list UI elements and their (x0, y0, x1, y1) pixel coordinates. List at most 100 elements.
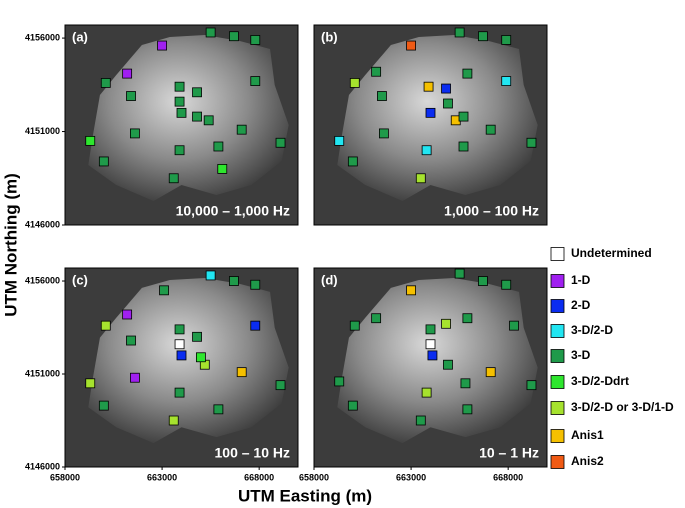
y-tick-label: 4156000 (25, 32, 60, 42)
station-marker (100, 320, 111, 331)
relief-island (88, 35, 289, 201)
station-marker (229, 276, 239, 286)
legend: Undetermined 1-D 2-D 3-D/2-D 3-D 3-D/2-Ddrt 3-… (550, 246, 674, 469)
station-marker (423, 81, 434, 92)
station-marker (460, 378, 471, 389)
station-marker (478, 31, 488, 42)
station-marker (462, 68, 473, 79)
legend-swatch (550, 299, 565, 313)
station-marker (425, 324, 436, 335)
legend-swatch (550, 375, 565, 389)
station-marker (159, 285, 169, 296)
frequency-band: 10,000 – 1,000 Hz (176, 203, 290, 219)
x-tick-label: 663000 (396, 472, 426, 482)
station-marker (421, 387, 432, 398)
station-marker (406, 285, 416, 296)
y-tick-label: 4146000 (25, 461, 60, 471)
station-marker (176, 350, 187, 361)
legend-swatch (550, 274, 565, 288)
legend-label: 1-D (571, 273, 591, 287)
x-tick-label: 668000 (493, 472, 523, 482)
station-marker (203, 115, 214, 126)
station-marker (122, 309, 133, 320)
station-marker (485, 124, 496, 135)
relief-island (337, 35, 538, 201)
station-marker (526, 137, 537, 148)
station-marker (349, 320, 360, 331)
station-marker (192, 87, 202, 98)
station-marker (501, 76, 512, 86)
station-marker (85, 135, 96, 146)
legend-swatch (550, 324, 565, 338)
station-marker (334, 376, 345, 387)
legend-label: 3-D/2-D (571, 323, 613, 337)
panel-label: (c) (72, 272, 88, 287)
station-marker (174, 339, 185, 350)
station-marker (168, 415, 179, 426)
station-marker (347, 400, 358, 411)
legend-swatch (550, 429, 565, 443)
station-marker (415, 415, 426, 426)
x-tick-label: 658000 (299, 472, 329, 482)
station-marker (275, 380, 286, 391)
frequency-band: 1,000 – 100 Hz (444, 203, 539, 219)
legend-swatch (550, 247, 565, 261)
legend-label: 2-D (571, 298, 591, 312)
station-marker (275, 137, 286, 148)
station-marker (168, 173, 179, 184)
station-marker (454, 27, 465, 38)
station-marker (250, 279, 261, 290)
station-marker (415, 173, 426, 184)
station-marker (454, 268, 465, 279)
station-marker (427, 350, 438, 361)
station-marker (122, 68, 133, 79)
panel-frame (64, 267, 299, 468)
station-marker (174, 324, 185, 335)
station-marker (250, 76, 261, 86)
station-marker (236, 124, 247, 135)
station-marker (176, 107, 187, 118)
y-tick-label: 4156000 (25, 275, 60, 285)
station-marker (441, 83, 451, 94)
station-marker (213, 404, 224, 415)
station-marker (250, 35, 261, 45)
x-tick-label: 663000 (147, 472, 177, 482)
station-marker (371, 313, 382, 324)
station-marker (205, 27, 216, 38)
legend-label: Undetermined (571, 246, 652, 260)
station-marker (174, 145, 185, 156)
station-marker (213, 141, 224, 152)
station-marker (462, 404, 473, 415)
station-marker (458, 111, 469, 122)
station-marker (157, 40, 167, 51)
legend-swatch (550, 349, 565, 363)
station-marker (126, 335, 136, 346)
panel: (a) 10,000 – 1,000 Hz 4146000 4151000 415600… (25, 24, 299, 229)
station-marker (478, 276, 488, 286)
y-axis-title: UTM Northing (m) (1, 173, 20, 317)
station-marker (229, 31, 239, 42)
legend-swatch (550, 455, 565, 469)
panel-frame (64, 24, 299, 226)
station-marker (458, 141, 469, 152)
station-marker (371, 66, 382, 77)
station-marker (349, 78, 360, 88)
station-marker (425, 339, 436, 350)
station-marker (129, 128, 140, 139)
station-marker (98, 400, 109, 411)
panel: (b) 1,000 – 100 Hz (313, 24, 548, 226)
station-marker (443, 98, 453, 109)
station-marker (425, 107, 436, 118)
panel-frame (313, 24, 548, 226)
y-tick-label: 4151000 (25, 368, 60, 378)
x-tick-label: 668000 (244, 472, 274, 482)
station-marker (98, 156, 109, 167)
station-marker (485, 367, 496, 378)
station-marker (462, 313, 473, 324)
station-marker (501, 35, 512, 45)
station-marker (501, 279, 512, 290)
panel: (d) 10 – 1 Hz 658000 663000 668000 (299, 267, 548, 482)
station-marker (378, 128, 389, 139)
frequency-band: 100 – 10 Hz (215, 445, 291, 461)
